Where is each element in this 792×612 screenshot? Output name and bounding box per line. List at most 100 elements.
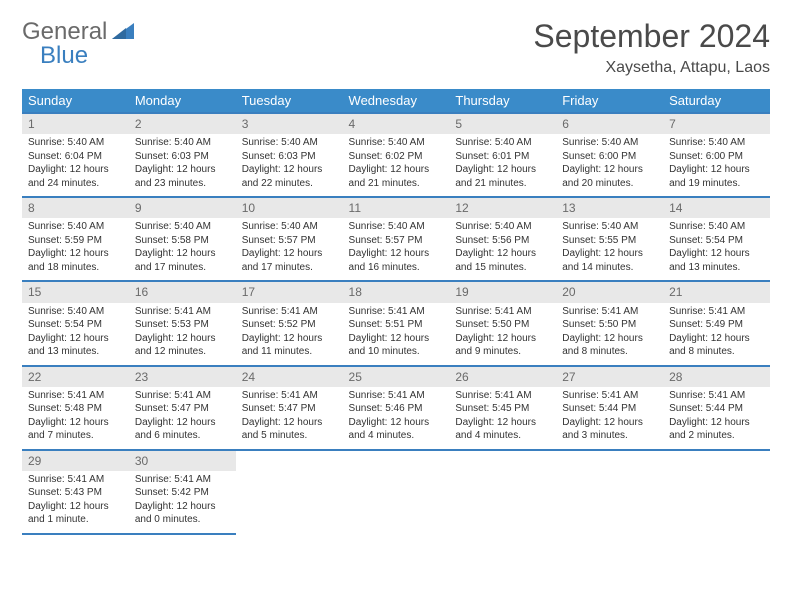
daylight-text: Daylight: 12 hours and 8 minutes. — [562, 332, 657, 359]
calendar-table: Sunday Monday Tuesday Wednesday Thursday… — [22, 89, 770, 535]
day-body: Sunrise: 5:40 AMSunset: 6:00 PMDaylight:… — [663, 134, 770, 196]
day-body: Sunrise: 5:40 AMSunset: 5:57 PMDaylight:… — [236, 218, 343, 280]
sunrise-text: Sunrise: 5:41 AM — [669, 389, 764, 403]
calendar-day-cell: 17Sunrise: 5:41 AMSunset: 5:52 PMDayligh… — [236, 281, 343, 365]
sunset-text: Sunset: 5:59 PM — [28, 234, 123, 248]
day-number: 10 — [236, 198, 343, 218]
sunset-text: Sunset: 5:58 PM — [135, 234, 230, 248]
daylight-text: Daylight: 12 hours and 17 minutes. — [242, 247, 337, 274]
sunrise-text: Sunrise: 5:40 AM — [455, 220, 550, 234]
daylight-text: Daylight: 12 hours and 4 minutes. — [455, 416, 550, 443]
calendar-day-cell: 9Sunrise: 5:40 AMSunset: 5:58 PMDaylight… — [129, 197, 236, 281]
day-body: Sunrise: 5:40 AMSunset: 6:00 PMDaylight:… — [556, 134, 663, 196]
day-body: Sunrise: 5:40 AMSunset: 6:03 PMDaylight:… — [236, 134, 343, 196]
day-body: Sunrise: 5:41 AMSunset: 5:44 PMDaylight:… — [663, 387, 770, 449]
day-number: 9 — [129, 198, 236, 218]
day-number: 12 — [449, 198, 556, 218]
calendar-day-cell: 24Sunrise: 5:41 AMSunset: 5:47 PMDayligh… — [236, 366, 343, 450]
day-body: Sunrise: 5:40 AMSunset: 6:03 PMDaylight:… — [129, 134, 236, 196]
calendar-day-cell: 15Sunrise: 5:40 AMSunset: 5:54 PMDayligh… — [22, 281, 129, 365]
daylight-text: Daylight: 12 hours and 3 minutes. — [562, 416, 657, 443]
daylight-text: Daylight: 12 hours and 21 minutes. — [455, 163, 550, 190]
day-body: Sunrise: 5:40 AMSunset: 5:56 PMDaylight:… — [449, 218, 556, 280]
day-number: 28 — [663, 367, 770, 387]
day-header: Thursday — [449, 89, 556, 113]
sunrise-text: Sunrise: 5:40 AM — [28, 220, 123, 234]
sunset-text: Sunset: 5:54 PM — [669, 234, 764, 248]
daylight-text: Daylight: 12 hours and 15 minutes. — [455, 247, 550, 274]
day-number: 19 — [449, 282, 556, 302]
calendar-day-cell: 12Sunrise: 5:40 AMSunset: 5:56 PMDayligh… — [449, 197, 556, 281]
calendar-day-cell: 3Sunrise: 5:40 AMSunset: 6:03 PMDaylight… — [236, 113, 343, 197]
calendar-day-cell: 5Sunrise: 5:40 AMSunset: 6:01 PMDaylight… — [449, 113, 556, 197]
daylight-text: Daylight: 12 hours and 24 minutes. — [28, 163, 123, 190]
sunset-text: Sunset: 6:03 PM — [135, 150, 230, 164]
day-number: 17 — [236, 282, 343, 302]
sunrise-text: Sunrise: 5:41 AM — [135, 389, 230, 403]
day-number: 30 — [129, 451, 236, 471]
logo-word-blue: Blue — [40, 42, 88, 70]
day-body: Sunrise: 5:40 AMSunset: 5:54 PMDaylight:… — [663, 218, 770, 280]
day-header: Tuesday — [236, 89, 343, 113]
calendar-day-cell — [236, 450, 343, 534]
day-number: 6 — [556, 114, 663, 134]
daylight-text: Daylight: 12 hours and 21 minutes. — [349, 163, 444, 190]
sunrise-text: Sunrise: 5:40 AM — [455, 136, 550, 150]
daylight-text: Daylight: 12 hours and 13 minutes. — [669, 247, 764, 274]
day-number: 11 — [343, 198, 450, 218]
sunrise-text: Sunrise: 5:41 AM — [135, 305, 230, 319]
sunset-text: Sunset: 5:50 PM — [455, 318, 550, 332]
day-body: Sunrise: 5:41 AMSunset: 5:49 PMDaylight:… — [663, 303, 770, 365]
day-header-row: Sunday Monday Tuesday Wednesday Thursday… — [22, 89, 770, 113]
daylight-text: Daylight: 12 hours and 13 minutes. — [28, 332, 123, 359]
calendar-day-cell: 1Sunrise: 5:40 AMSunset: 6:04 PMDaylight… — [22, 113, 129, 197]
sunrise-text: Sunrise: 5:40 AM — [562, 136, 657, 150]
day-number: 16 — [129, 282, 236, 302]
day-header: Saturday — [663, 89, 770, 113]
sunset-text: Sunset: 5:54 PM — [28, 318, 123, 332]
sunset-text: Sunset: 6:02 PM — [349, 150, 444, 164]
day-number: 21 — [663, 282, 770, 302]
daylight-text: Daylight: 12 hours and 11 minutes. — [242, 332, 337, 359]
daylight-text: Daylight: 12 hours and 9 minutes. — [455, 332, 550, 359]
sunset-text: Sunset: 6:03 PM — [242, 150, 337, 164]
sunrise-text: Sunrise: 5:41 AM — [455, 305, 550, 319]
sunset-text: Sunset: 5:57 PM — [242, 234, 337, 248]
day-body: Sunrise: 5:40 AMSunset: 6:04 PMDaylight:… — [22, 134, 129, 196]
day-number: 18 — [343, 282, 450, 302]
sunrise-text: Sunrise: 5:41 AM — [28, 473, 123, 487]
day-body: Sunrise: 5:40 AMSunset: 5:59 PMDaylight:… — [22, 218, 129, 280]
day-number: 4 — [343, 114, 450, 134]
day-body: Sunrise: 5:40 AMSunset: 5:57 PMDaylight:… — [343, 218, 450, 280]
daylight-text: Daylight: 12 hours and 2 minutes. — [669, 416, 764, 443]
calendar-day-cell: 8Sunrise: 5:40 AMSunset: 5:59 PMDaylight… — [22, 197, 129, 281]
sunset-text: Sunset: 5:53 PM — [135, 318, 230, 332]
sunset-text: Sunset: 5:55 PM — [562, 234, 657, 248]
calendar-week-row: 22Sunrise: 5:41 AMSunset: 5:48 PMDayligh… — [22, 366, 770, 450]
sunrise-text: Sunrise: 5:40 AM — [135, 220, 230, 234]
daylight-text: Daylight: 12 hours and 23 minutes. — [135, 163, 230, 190]
day-number: 25 — [343, 367, 450, 387]
sunrise-text: Sunrise: 5:41 AM — [562, 389, 657, 403]
sunset-text: Sunset: 5:57 PM — [349, 234, 444, 248]
day-header: Monday — [129, 89, 236, 113]
sunset-text: Sunset: 6:00 PM — [669, 150, 764, 164]
calendar-day-cell: 7Sunrise: 5:40 AMSunset: 6:00 PMDaylight… — [663, 113, 770, 197]
daylight-text: Daylight: 12 hours and 0 minutes. — [135, 500, 230, 527]
sunset-text: Sunset: 5:42 PM — [135, 486, 230, 500]
calendar-day-cell — [343, 450, 450, 534]
calendar-day-cell: 14Sunrise: 5:40 AMSunset: 5:54 PMDayligh… — [663, 197, 770, 281]
sunset-text: Sunset: 6:04 PM — [28, 150, 123, 164]
daylight-text: Daylight: 12 hours and 8 minutes. — [669, 332, 764, 359]
sunrise-text: Sunrise: 5:40 AM — [562, 220, 657, 234]
sunrise-text: Sunrise: 5:40 AM — [28, 305, 123, 319]
day-body: Sunrise: 5:40 AMSunset: 5:55 PMDaylight:… — [556, 218, 663, 280]
daylight-text: Daylight: 12 hours and 4 minutes. — [349, 416, 444, 443]
sunrise-text: Sunrise: 5:40 AM — [349, 220, 444, 234]
sunrise-text: Sunrise: 5:41 AM — [562, 305, 657, 319]
calendar-day-cell: 4Sunrise: 5:40 AMSunset: 6:02 PMDaylight… — [343, 113, 450, 197]
calendar-day-cell: 27Sunrise: 5:41 AMSunset: 5:44 PMDayligh… — [556, 366, 663, 450]
day-body: Sunrise: 5:41 AMSunset: 5:48 PMDaylight:… — [22, 387, 129, 449]
sunset-text: Sunset: 5:56 PM — [455, 234, 550, 248]
sunrise-text: Sunrise: 5:40 AM — [242, 220, 337, 234]
